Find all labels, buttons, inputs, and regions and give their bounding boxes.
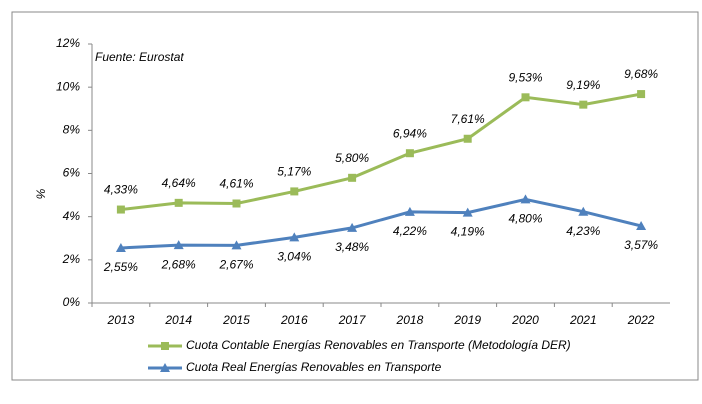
data-label: 4,61% [219,177,253,191]
x-tick-label: 2018 [396,313,424,327]
x-tick-label: 2013 [107,313,135,327]
data-label: 4,33% [104,183,138,197]
chart-border [11,11,699,381]
data-label: 3,48% [335,240,369,254]
y-tick-label: 12% [56,36,80,50]
point-marker [161,342,169,350]
data-label: 4,80% [508,212,542,226]
series-line [120,197,642,250]
x-tick-label: 2014 [164,313,192,327]
point-marker [636,220,647,230]
y-tick-label: 6% [63,166,81,180]
point-marker [289,232,300,242]
annotation: Fuente: Eurostat [95,50,184,64]
data-label: 2,68% [161,257,196,271]
point-marker [160,363,170,372]
series-line [120,92,642,212]
data-label: 5,17% [277,165,311,179]
data-label: 4,22% [393,224,427,238]
data-label: 6,94% [393,126,427,140]
point-marker [405,149,414,158]
data-label: 9,53% [508,70,542,84]
y-tick-label: 4% [63,209,81,223]
legend-label: Cuota Contable Energías Renovables en Tr… [186,338,571,352]
point-marker [578,206,589,216]
x-tick-label: 2020 [511,313,539,327]
y-tick-label: 0% [63,295,81,309]
point-marker [231,240,242,250]
y-axis-label: % [34,188,48,199]
x-tick-label: 2015 [222,313,250,327]
point-marker [348,173,357,182]
data-label: 4,19% [451,225,485,239]
data-label: 5,80% [335,151,369,165]
point-marker [404,206,415,216]
data-label: 9,19% [566,78,600,92]
point-marker [290,187,299,196]
y-tick-label: 8% [63,123,81,137]
point-marker [463,134,472,143]
point-marker [521,93,530,102]
data-label: 3,57% [624,238,658,252]
point-marker [520,194,531,204]
data-label: 7,61% [451,112,485,126]
data-label: 9,68% [624,67,658,81]
data-label: 3,04% [277,250,311,264]
data-label: 2,67% [218,258,253,272]
point-marker [232,199,241,208]
y-tick-label: 2% [62,252,81,266]
point-marker [637,90,646,99]
point-marker [347,222,358,232]
point-marker [116,205,125,214]
data-label: 4,23% [566,224,600,238]
point-marker [174,198,183,207]
point-marker [462,207,473,217]
x-tick-label: 2019 [453,313,481,327]
point-marker [173,240,184,250]
data-label: 2,55% [103,260,138,274]
x-tick-label: 2022 [627,313,655,327]
y-tick-label: 10% [56,79,80,93]
legend-label: Cuota Real Energías Renovables en Transp… [186,360,442,374]
point-marker [579,100,588,109]
point-marker [115,242,126,252]
x-tick-label: 2021 [569,313,597,327]
data-label: 4,64% [162,176,196,190]
x-tick-label: 2016 [280,313,308,327]
x-tick-label: 2017 [338,313,367,327]
